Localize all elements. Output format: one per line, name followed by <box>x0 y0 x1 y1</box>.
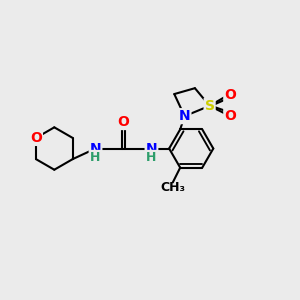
Text: O: O <box>30 131 42 145</box>
Text: N: N <box>90 142 101 155</box>
Text: H: H <box>90 151 101 164</box>
Text: S: S <box>205 99 214 113</box>
Text: O: O <box>118 115 129 129</box>
Text: O: O <box>224 88 236 102</box>
Text: N: N <box>179 109 190 123</box>
Text: O: O <box>224 109 236 123</box>
Text: CH₃: CH₃ <box>160 181 185 194</box>
Text: H: H <box>146 151 157 164</box>
Text: N: N <box>146 142 157 155</box>
